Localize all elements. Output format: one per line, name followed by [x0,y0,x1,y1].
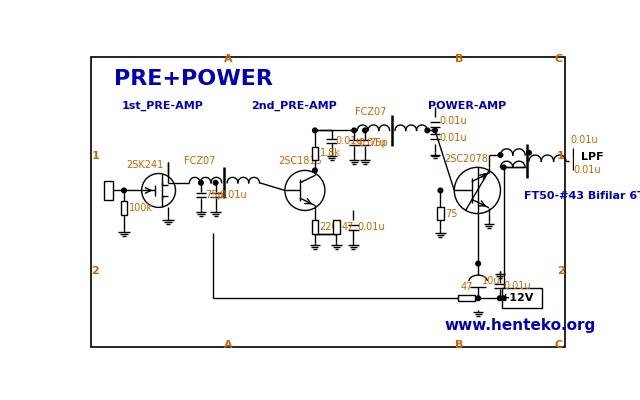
Text: A: A [223,54,232,64]
Circle shape [122,188,126,193]
Circle shape [198,180,204,185]
FancyBboxPatch shape [502,288,542,308]
Text: FT50-#43 Bifilar 6T: FT50-#43 Bifilar 6T [524,191,640,201]
FancyBboxPatch shape [577,147,607,167]
Text: 2SC2078: 2SC2078 [444,154,488,164]
Circle shape [476,261,481,266]
Text: 75: 75 [445,208,458,218]
Text: www.henteko.org: www.henteko.org [445,318,596,333]
Circle shape [312,128,317,133]
Text: B: B [454,54,463,64]
Circle shape [501,165,506,170]
Text: B: B [454,340,463,350]
Bar [121,201,127,215]
Text: 2SK241: 2SK241 [126,160,163,170]
Text: 1st_PRE-AMP: 1st_PRE-AMP [122,101,204,111]
Circle shape [476,296,481,300]
Bar [104,181,113,200]
Text: 1.8k: 1.8k [319,148,340,158]
Text: POWER-AMP: POWER-AMP [428,101,506,111]
Bar [458,295,475,301]
Circle shape [363,128,367,133]
Circle shape [425,128,429,133]
Text: 0.01u: 0.01u [220,190,247,200]
Text: 0.01u: 0.01u [570,135,598,145]
Circle shape [498,153,503,157]
Text: 220: 220 [319,222,338,232]
Text: 0.01u: 0.01u [573,166,601,176]
Bar [333,220,340,234]
Text: FCZ07: FCZ07 [184,156,216,166]
Text: 0.01u: 0.01u [358,138,386,148]
Circle shape [213,180,218,185]
Text: 0.01u: 0.01u [336,136,364,146]
Text: 2SC1815: 2SC1815 [278,156,322,166]
Text: LPF: LPF [580,152,604,162]
Text: 2: 2 [557,266,564,276]
Text: 2nd_PRE-AMP: 2nd_PRE-AMP [251,101,337,111]
Text: 10u: 10u [482,276,500,286]
Circle shape [312,168,317,173]
Text: 75p: 75p [205,190,223,200]
Text: 0.01u: 0.01u [357,222,385,232]
Circle shape [527,150,531,155]
Circle shape [497,296,502,300]
Text: C: C [555,54,563,64]
Bar [312,220,318,234]
Bar [437,207,444,220]
Bar [312,146,318,160]
Text: A: A [223,340,232,350]
Text: 2: 2 [92,266,99,276]
Circle shape [501,296,506,300]
Text: FCZ07: FCZ07 [355,106,387,116]
Text: C: C [555,340,563,350]
Text: 1: 1 [557,151,564,161]
Text: 100k: 100k [129,203,152,213]
Circle shape [433,128,437,133]
Text: PRE+POWER: PRE+POWER [114,69,273,89]
Circle shape [352,128,356,133]
Text: 0.01u: 0.01u [439,116,467,126]
Text: +12V: +12V [500,293,534,303]
Text: 47: 47 [341,222,353,232]
Circle shape [438,188,443,193]
Text: 0.01u: 0.01u [439,133,467,143]
Text: 0.01u: 0.01u [504,281,531,291]
Text: 75p: 75p [369,138,388,148]
Text: 47: 47 [460,282,473,292]
Text: 1: 1 [92,151,99,161]
